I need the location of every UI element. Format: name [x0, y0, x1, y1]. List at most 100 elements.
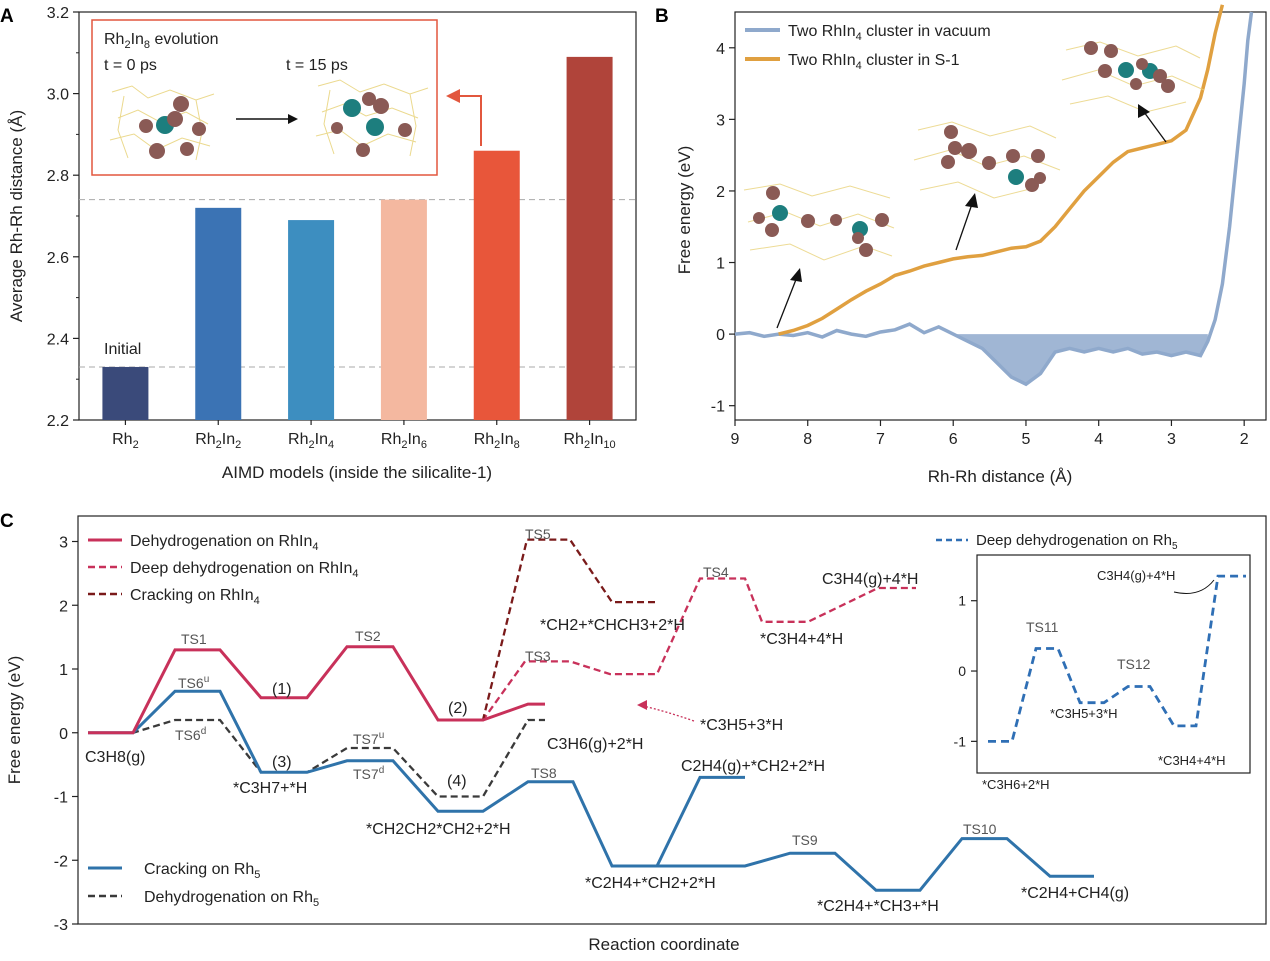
inset-legend-label: Deep dehydrogenation on Rh5	[976, 532, 1178, 552]
panel-a-bars	[102, 56, 613, 420]
panel-b-x-ticks: 9 8 7 6 5 4 3 2	[731, 420, 1249, 448]
ts7d-label: TS7d	[353, 765, 384, 782]
legend-label-dehydro-rh5: Dehydrogenation on Rh5	[144, 889, 319, 909]
inset-y-tick-label: -1	[954, 733, 967, 749]
panel-letter-b: B	[655, 6, 669, 27]
y-tick-label: 1	[59, 662, 68, 679]
panel-c-ts-labels: TS1 TS2 TS3 TS4 TS5 TS6u TS6d TS7u TS7d …	[175, 526, 997, 848]
panel-c-y-ticks: -3 -2 -1 0 1 2 3	[54, 535, 78, 934]
bar	[288, 220, 335, 420]
inset-label-c3h5: *C3H5+3*H	[1050, 706, 1118, 721]
ts8-label: TS8	[531, 765, 557, 781]
x-tick-label: Rh2In8	[474, 431, 520, 451]
species-c2h4-ch3: *C2H4+*CH3+*H	[817, 898, 939, 915]
panel-b-y-ticks: -1 0 1 2 3 4	[711, 41, 735, 416]
vacuum-curve-filled-well	[953, 334, 1208, 385]
species-c2h4g: C2H4(g)+*CH2+2*H	[681, 758, 825, 775]
x-tick-label: 6	[949, 431, 958, 448]
species-ch2ch2ch2: *CH2CH2*CH2+2*H	[366, 821, 511, 838]
inset-label-c3h6: *C3H6+2*H	[982, 777, 1050, 792]
species-c3h4: *C3H4+4*H	[760, 631, 843, 648]
inset-time-arrowhead	[288, 114, 298, 124]
legend-label-cracking-rhin4: Cracking on RhIn4	[130, 587, 260, 607]
panel-c-inset: Deep dehydrogenation on Rh5 -1 0 1 *C3H6+2…	[936, 532, 1251, 792]
panel-c-step-numbers: (1) (2) (3) (4)	[272, 681, 468, 790]
snapshot-pointer-arrowheads	[790, 104, 1150, 282]
panel-b-legend: Two RhIn4 cluster in vacuum Two RhIn4 cl…	[745, 23, 991, 72]
x-tick-label: 3	[1167, 431, 1176, 448]
pathway-branch-c2h4g	[655, 775, 745, 867]
pathway-line	[438, 577, 916, 722]
panel-c-species-labels: C3H8(g) *C3H7+*H C3H6(g)+2*H *CH2+*CHCH3…	[85, 571, 1129, 915]
inset-pathway-line	[988, 574, 1246, 743]
inset-label-ts11: TS11	[1026, 619, 1059, 635]
ts5-label: TS5	[525, 526, 551, 542]
step-1-label: (1)	[272, 681, 292, 698]
ts6u-label: TS6u	[178, 674, 209, 691]
y-tick-label: 3	[716, 112, 725, 129]
atoms-t0	[139, 96, 206, 159]
legend-label-deep-dehydro-rhin4: Deep dehydrogenation on RhIn4	[130, 560, 359, 580]
x-tick-label: 2	[1240, 431, 1249, 448]
x-tick-label: Rh2	[112, 431, 139, 451]
legend-label-vacuum: Two RhIn4 cluster in vacuum	[788, 23, 991, 43]
inset-labels: *C3H6+2*H TS11 *C3H5+3*H TS12 *C3H4+4*H …	[982, 568, 1226, 792]
x-tick-label: 5	[1022, 431, 1031, 448]
inset-y-tick-label: 1	[958, 593, 966, 609]
y-tick-label: -3	[54, 917, 68, 934]
panel-c-energy-pathways	[88, 538, 1094, 892]
inset-title: Rh2In8 evolution	[104, 31, 219, 51]
step-4-label: (4)	[447, 773, 467, 790]
pathway-line	[88, 718, 545, 798]
inset-label-ts12: TS12	[1117, 656, 1151, 672]
inset-frame-c	[976, 554, 1251, 774]
legend-label-cracking-rh5: Cracking on Rh5	[144, 861, 260, 881]
panel-b-x-axis-label: Rh-Rh distance (Å)	[928, 467, 1073, 486]
bar	[566, 56, 613, 420]
y-tick-label: 2.8	[47, 168, 69, 185]
x-tick-label: 9	[731, 431, 740, 448]
x-tick-label: Rh2In4	[288, 431, 334, 451]
y-tick-label: 0	[59, 726, 68, 743]
panel-a-reference-lines	[79, 199, 636, 368]
panel-letter-c: C	[0, 511, 14, 532]
ts3-label: TS3	[525, 648, 551, 664]
species-c3h8g: C3H8(g)	[85, 749, 145, 766]
y-tick-label: 2.6	[47, 250, 69, 267]
panel-a-x-axis-label: AIMD models (inside the silicalite-1)	[222, 463, 492, 482]
bar-annotation-initial: Initial	[104, 341, 141, 358]
y-tick-label: 1	[716, 256, 725, 273]
ts1-label: TS1	[181, 631, 207, 647]
y-tick-label: 4	[716, 41, 725, 58]
y-tick-label: -1	[54, 790, 68, 807]
inset-label-c3h4: *C3H4+4*H	[1158, 753, 1226, 768]
atoms-t15	[331, 92, 412, 157]
species-c3h7: *C3H7+*H	[233, 780, 307, 797]
panel-a-inset: Rh2In8 evolution t = 0 ps t = 15 ps	[91, 19, 438, 176]
snapshot-2	[913, 121, 1061, 199]
ts2-label: TS2	[355, 628, 381, 644]
c3h5-pointer	[642, 705, 695, 722]
bar	[195, 207, 242, 420]
species-ch2-chch3: *CH2+*CHCH3+2*H	[540, 617, 685, 634]
y-tick-label: -2	[54, 853, 68, 870]
step-2-label: (2)	[448, 700, 468, 717]
ts7u-label: TS7u	[353, 730, 384, 747]
y-tick-label: 2.2	[47, 413, 69, 430]
panel-c-frame	[77, 515, 1267, 925]
panel-b: B -1 0 1 2 3 4 9 8 7 6 5 4 3 2 Two RhIn4 cluster in …	[655, 4, 1267, 486]
panel-c-x-axis-label: Reaction coordinate	[588, 935, 739, 954]
bar	[473, 150, 520, 420]
pathway-line	[88, 645, 545, 735]
c3h5-pointer-head	[637, 700, 647, 710]
inset-y-tick-label: 0	[958, 663, 966, 679]
panel-a-y-axis-label: Average Rh-Rh distance (Å)	[7, 110, 26, 322]
panel-c-legend-top: Dehydrogenation on RhIn4 Deep dehydrogen…	[88, 533, 359, 607]
inset-t15: t = 15 ps	[286, 57, 348, 74]
species-c3h5: *C3H5+3*H	[700, 717, 783, 734]
y-tick-label: 3.0	[47, 87, 69, 104]
x-tick-label: 7	[876, 431, 885, 448]
y-tick-label: 3	[59, 535, 68, 552]
panel-b-y-axis-label: Free energy (eV)	[675, 146, 694, 275]
inset-label-c3h4g: C3H4(g)+4*H	[1097, 568, 1175, 583]
